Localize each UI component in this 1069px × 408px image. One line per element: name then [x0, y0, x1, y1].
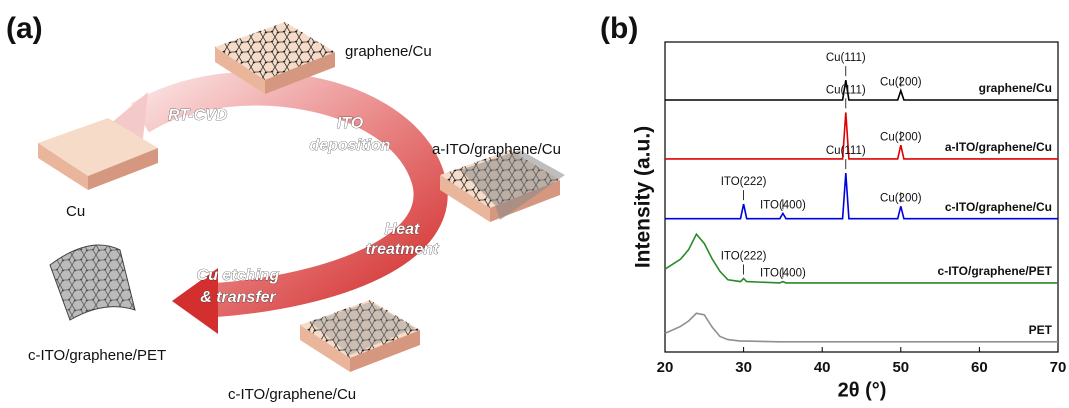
sample-label: c-ITO/graphene/Cu	[228, 386, 356, 403]
peak-label: Cu(111)	[826, 52, 866, 64]
peak-label: Cu(200)	[880, 77, 922, 89]
a-ito-block	[440, 150, 565, 222]
peak-label: ITO(222)	[721, 251, 767, 263]
sample-label: a-ITO/graphene/Cu	[432, 141, 561, 158]
sample-label: graphene/Cu	[345, 43, 432, 60]
x-tick-label: 30	[735, 359, 752, 376]
x-tick-label: 60	[971, 359, 988, 376]
peak-label: Cu(200)	[880, 131, 922, 143]
peak-label: ITO(400)	[760, 268, 806, 280]
step-label: Cu etching	[197, 267, 280, 284]
step-label: deposition	[310, 137, 391, 154]
x-tick-label: 20	[657, 359, 674, 376]
peak-label: ITO(222)	[721, 176, 767, 188]
peak-label: ITO(400)	[760, 199, 806, 211]
series-line	[665, 313, 1058, 342]
figure: (a) (b) graphene/Cu Cu a-ITO/graphene/Cu…	[0, 0, 1069, 403]
panel-label: (a)	[6, 12, 43, 45]
panel-label: (b)	[600, 12, 638, 45]
x-tick-label: 40	[814, 359, 831, 376]
y-axis-label: Intensity (a.u.)	[632, 126, 655, 268]
series-label: c-ITO/graphene/Cu	[945, 200, 1052, 214]
step-label: & transfer	[200, 289, 276, 306]
c-ito-block	[300, 300, 420, 372]
step-label: Heat	[385, 221, 420, 238]
x-tick-label: 50	[892, 359, 909, 376]
sample-label: c-ITO/graphene/PET	[28, 347, 166, 364]
peak-label: Cu(111)	[826, 145, 866, 157]
step-label: ITO	[337, 115, 364, 132]
pet-sheet	[50, 245, 135, 320]
series-label: a-ITO/graphene/Cu	[945, 140, 1052, 154]
x-axis-label: 2θ (°)	[838, 379, 887, 401]
sample-label: Cu	[66, 203, 85, 220]
series-label: graphene/Cu	[979, 81, 1052, 95]
step-label: treatment	[366, 241, 440, 258]
x-tick-label: 70	[1050, 359, 1067, 376]
series-label: c-ITO/graphene/PET	[938, 264, 1053, 278]
page: (a) (b) graphene/Cu Cu a-ITO/graphene/Cu…	[0, 0, 1069, 403]
peak-label: Cu(111)	[826, 84, 866, 96]
step-label: RT-CVD	[168, 107, 228, 124]
series-label: PET	[1029, 323, 1053, 337]
peak-label: Cu(200)	[880, 192, 922, 204]
